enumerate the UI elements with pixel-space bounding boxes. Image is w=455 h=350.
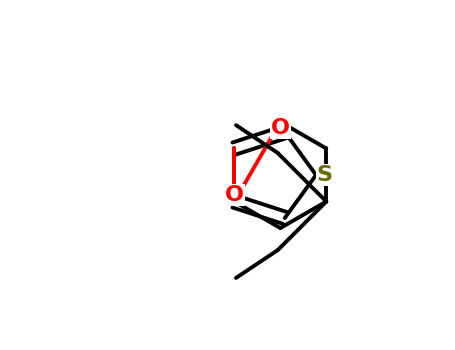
Text: S: S [317,165,333,185]
Text: O: O [271,118,290,138]
Text: O: O [225,185,244,205]
